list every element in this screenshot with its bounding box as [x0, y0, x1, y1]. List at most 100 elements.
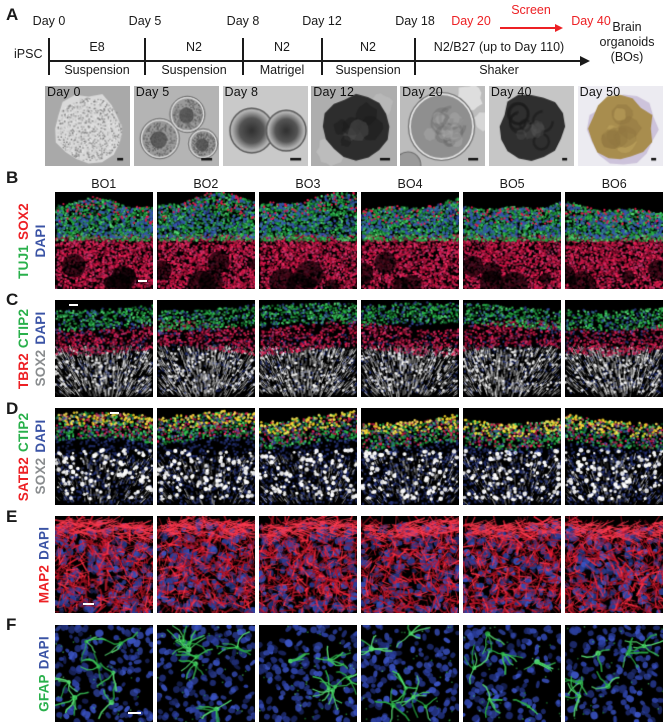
timeline-day-40: Day 40 [571, 14, 611, 28]
photo-day12-image [311, 86, 397, 166]
micro-f-bo6 [565, 625, 663, 722]
micro-d-bo6 [565, 408, 663, 505]
marker-map2: MAP2 [36, 564, 52, 603]
micro-image [157, 516, 255, 613]
panel-letter-d: D [6, 399, 19, 418]
photo-day5-image [133, 86, 220, 166]
micro-image [259, 192, 357, 289]
panel-letter-e: E [6, 507, 18, 526]
photo-day8: Day 8 [222, 86, 308, 166]
marker-tbr2: TBR2 [16, 352, 31, 389]
micro-image [157, 408, 255, 505]
column-header-bo6: BO6 [601, 177, 627, 191]
column-header-bo3: BO3 [295, 177, 321, 191]
photo-label: Day 12 [313, 86, 355, 99]
micro-e-bo2 [157, 516, 255, 613]
micro-d-bo2 [157, 408, 255, 505]
stage-method-5: Shaker [479, 62, 519, 77]
scale-bar [127, 712, 141, 714]
micro-image [55, 408, 153, 505]
micro-e-bo5 [463, 516, 561, 613]
micro-d-bo1 [55, 408, 153, 505]
photo-day20-image [400, 86, 486, 166]
timeline-tick [414, 38, 416, 75]
photo-day8-image [222, 86, 308, 166]
micro-d-bo5 [463, 408, 561, 505]
micro-e-bo3 [259, 516, 357, 613]
photo-label: Day 20 [402, 86, 443, 99]
timeline-tick [144, 38, 146, 75]
micro-f-bo5 [463, 625, 561, 722]
endpoint-line-1: Brain [612, 20, 642, 34]
micro-image [361, 516, 459, 613]
ipsc-label: iPSC [14, 47, 43, 61]
micro-b-bo2 [157, 192, 255, 289]
photo-day0: Day 0 [45, 86, 131, 166]
micro-image [463, 300, 561, 397]
micro-image [55, 192, 153, 289]
micro-f-bo1 [55, 625, 153, 722]
scale-bar [83, 603, 94, 605]
stage-medium-1: E8 [89, 40, 105, 54]
photo-day20: Day 20 [400, 86, 486, 166]
micro-image [565, 408, 663, 505]
endpoint-label: Brain organoids (BOs) [586, 20, 668, 65]
micro-image [157, 300, 255, 397]
photo-label: Day 0 [47, 86, 81, 99]
micro-b-bo5 [463, 192, 561, 289]
marker-dapi: DAPI [36, 635, 52, 669]
micro-image [259, 516, 357, 613]
micro-d-bo4 [361, 408, 459, 505]
screen-label: Screen [511, 3, 551, 17]
timeline-day-0: Day 0 [32, 14, 66, 28]
marker-dapi: DAPI [33, 419, 48, 453]
photo-label: Day 5 [135, 86, 170, 99]
stage-medium-5: N2/B27 (up to Day 110) [433, 40, 565, 54]
micro-image [259, 408, 357, 505]
micro-image [361, 300, 459, 397]
photo-day5: Day 5 [133, 86, 220, 166]
micro-image [55, 516, 153, 613]
micro-image [565, 300, 663, 397]
micro-d-bo3 [259, 408, 357, 505]
timeline-arrowhead [580, 56, 590, 66]
micro-f-bo2 [157, 625, 255, 722]
photo-day50-image [577, 86, 663, 166]
micro-b-bo1 [55, 192, 153, 289]
micro-c-bo3 [259, 300, 357, 397]
micro-image [55, 300, 153, 397]
brightfield-photo-row: Day 0 Day 5 Day 8 Day 12 Day 20 Day 40 D… [45, 86, 663, 166]
row-c-channel-labels: TBR2 CTIP2 SOX2 DAPI [10, 300, 54, 397]
marker-ctip2: CTIP2 [16, 412, 31, 452]
column-header-bo5: BO5 [499, 177, 525, 191]
column-header-bo1: BO1 [91, 177, 117, 191]
timeline-tick [321, 38, 323, 75]
photo-day40-image [488, 86, 575, 166]
marker-satb2: SATB2 [16, 456, 31, 501]
marker-ctip2: CTIP2 [16, 308, 31, 348]
micro-image [463, 516, 561, 613]
micro-image [55, 625, 153, 722]
micro-c-bo4 [361, 300, 459, 397]
stage-method-2: Suspension [161, 62, 227, 77]
micro-image [463, 625, 561, 722]
micro-e-bo1 [55, 516, 153, 613]
timeline-tick [48, 38, 50, 75]
marker-sox2: SOX2 [33, 457, 48, 494]
screen-arrow [500, 24, 563, 31]
micro-image [463, 408, 561, 505]
photo-label: Day 50 [579, 86, 621, 99]
timeline-day-5: Day 5 [128, 14, 162, 28]
micro-image [157, 625, 255, 722]
panel-letter-a: A [6, 5, 19, 24]
micro-image [361, 408, 459, 505]
photo-label: Day 8 [224, 86, 259, 99]
photo-day50: Day 50 [577, 86, 663, 166]
micro-b-bo4 [361, 192, 459, 289]
micro-b-bo6 [565, 192, 663, 289]
marker-gfap: GFAP [36, 673, 52, 712]
timeline-day-12: Day 12 [302, 14, 342, 28]
micro-image [463, 192, 561, 289]
row-e-images [55, 516, 663, 613]
